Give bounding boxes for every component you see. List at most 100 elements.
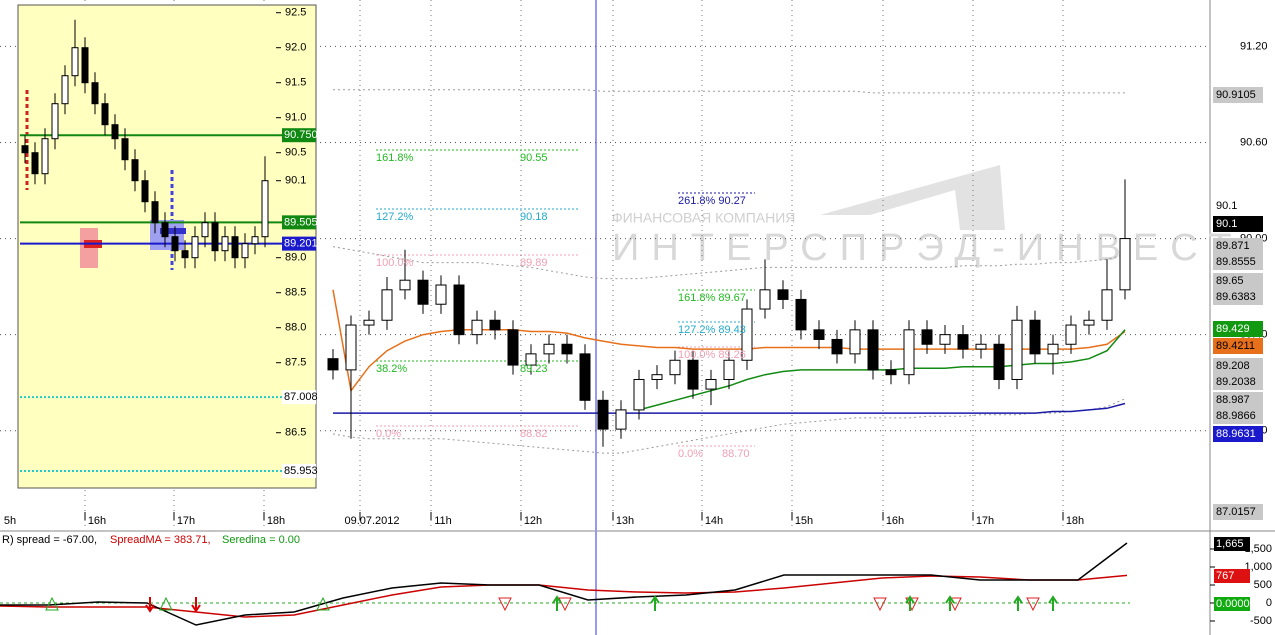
price-box-label: 89.208 — [1216, 360, 1250, 372]
candle-body — [1047, 343, 1059, 355]
candle-body — [1083, 319, 1095, 326]
candle-body — [1011, 319, 1023, 380]
candle-body — [561, 343, 573, 355]
indicator-box — [1214, 569, 1250, 583]
inset-tick-label: 92.0 — [285, 42, 306, 54]
price-box — [1213, 426, 1263, 442]
price-box-label: 88.9866 — [1216, 410, 1256, 422]
arrow-up — [1013, 595, 1023, 611]
time-label: 17h — [976, 515, 994, 527]
main-chart: 91.2090.6090.0089.4088.805h16h17h18h09.0… — [0, 0, 1268, 530]
candle-body — [41, 138, 49, 175]
candle-body — [417, 279, 429, 305]
candle-body — [71, 47, 79, 77]
inset-chart: 92.5 92.0 91.5 91.0 90.5 90.1 89.0 88.5 88.0 87.5… — [17, 4, 318, 489]
candle-body — [1065, 324, 1077, 345]
fib-label: 88.70 — [722, 448, 750, 460]
candle-body — [81, 47, 89, 84]
signal-down — [873, 597, 887, 612]
price-box-label: 89.2038 — [1216, 376, 1256, 388]
candle-body — [161, 222, 169, 238]
candle-body — [171, 236, 179, 252]
time-label: 16h — [88, 515, 106, 527]
arrow-down — [145, 597, 155, 613]
signal-down — [948, 597, 962, 612]
candle-body — [221, 236, 229, 252]
arrow-up — [650, 595, 660, 611]
arrow-up — [1048, 595, 1058, 611]
inset-level-box — [282, 215, 316, 230]
price-box — [1213, 273, 1263, 289]
inset-level-label: 89.505 — [284, 216, 318, 228]
candle-body — [993, 343, 1005, 380]
price-box — [1213, 198, 1263, 214]
signal-up — [316, 596, 330, 611]
price-box-label: 88.9631 — [1216, 428, 1256, 440]
price-box — [1213, 87, 1263, 103]
candle-body — [211, 222, 219, 252]
inset-level-box — [282, 390, 316, 405]
price-box-label: 87.0157 — [1216, 506, 1256, 518]
time-label: 12h — [524, 515, 542, 527]
indicator-legend: Seredina = 0.00 — [222, 534, 300, 546]
time-label: 18h — [267, 515, 285, 527]
tpo-profile — [160, 228, 186, 234]
inset-level-label: 87.008 — [284, 391, 318, 403]
candle-body — [903, 329, 915, 376]
candle-body — [651, 374, 663, 380]
inset-tick-label: 89.0 — [285, 252, 306, 264]
indicator-tick-label: 1,000 — [1244, 561, 1272, 573]
candle-body — [151, 201, 159, 224]
time-label: 09.07.2012 — [344, 515, 399, 527]
candle-body — [1029, 319, 1041, 355]
candle-body — [741, 308, 753, 361]
price-box-label: 89.4211 — [1216, 340, 1255, 352]
inset-tick-label: 88.0 — [285, 322, 306, 334]
candle-body — [31, 152, 39, 175]
fib-label: 90.18 — [520, 211, 548, 223]
candle-body — [111, 124, 119, 140]
price-box — [1213, 374, 1263, 390]
price-box — [1213, 216, 1263, 232]
candle-body — [507, 329, 519, 366]
candle-body — [849, 329, 861, 355]
candle-body — [777, 289, 789, 300]
indicator-box-label: 0.00000 — [1216, 598, 1256, 610]
inset-tick-label: 86.5 — [285, 427, 306, 439]
price-box-label: 88.987 — [1216, 394, 1250, 406]
watermark-line1: ФИНАНСОВАЯ КОМПАНИЯ — [612, 210, 795, 226]
inset-tick-label: 91.5 — [285, 77, 306, 89]
watermark-line2: ИНТЕРСПРЭД-ИНВЕСТ — [612, 227, 1244, 269]
price-box-label: 90.1 — [1216, 200, 1237, 212]
candle-body — [939, 334, 951, 345]
fib-label: 0.0% — [376, 428, 401, 440]
candle-body — [723, 359, 735, 380]
candle-body — [831, 338, 843, 355]
indicator-box-label: 767 — [1216, 570, 1234, 582]
candle-body — [131, 159, 139, 182]
indicator-line — [333, 89, 1125, 94]
candle-body — [597, 399, 609, 430]
signal-up — [45, 596, 59, 611]
arrow-down — [191, 597, 201, 613]
inset-level-label: 90.750 — [284, 129, 318, 141]
candle-body — [453, 284, 465, 336]
candle-body — [141, 180, 149, 203]
inset-level-label: 89.201 — [284, 238, 318, 250]
indicator-tick-label: 0 — [1266, 597, 1272, 609]
candle-body — [1119, 238, 1131, 291]
inset-level-box — [282, 463, 316, 478]
price-box-label: 89.6383 — [1216, 291, 1256, 303]
indicator-tick-label: -500 — [1250, 615, 1272, 627]
y-tick-label: 90.60 — [1240, 136, 1268, 148]
candle-body — [957, 334, 969, 350]
fibonacci-lines — [376, 149, 755, 447]
candle-body — [91, 82, 99, 105]
signal-down — [498, 597, 512, 612]
candle-body — [1101, 289, 1113, 321]
candle-body — [363, 319, 375, 326]
inset-level-label: 85.953 — [284, 465, 318, 477]
inset-tick-label: 88.5 — [285, 287, 306, 299]
candle-body — [867, 329, 879, 371]
